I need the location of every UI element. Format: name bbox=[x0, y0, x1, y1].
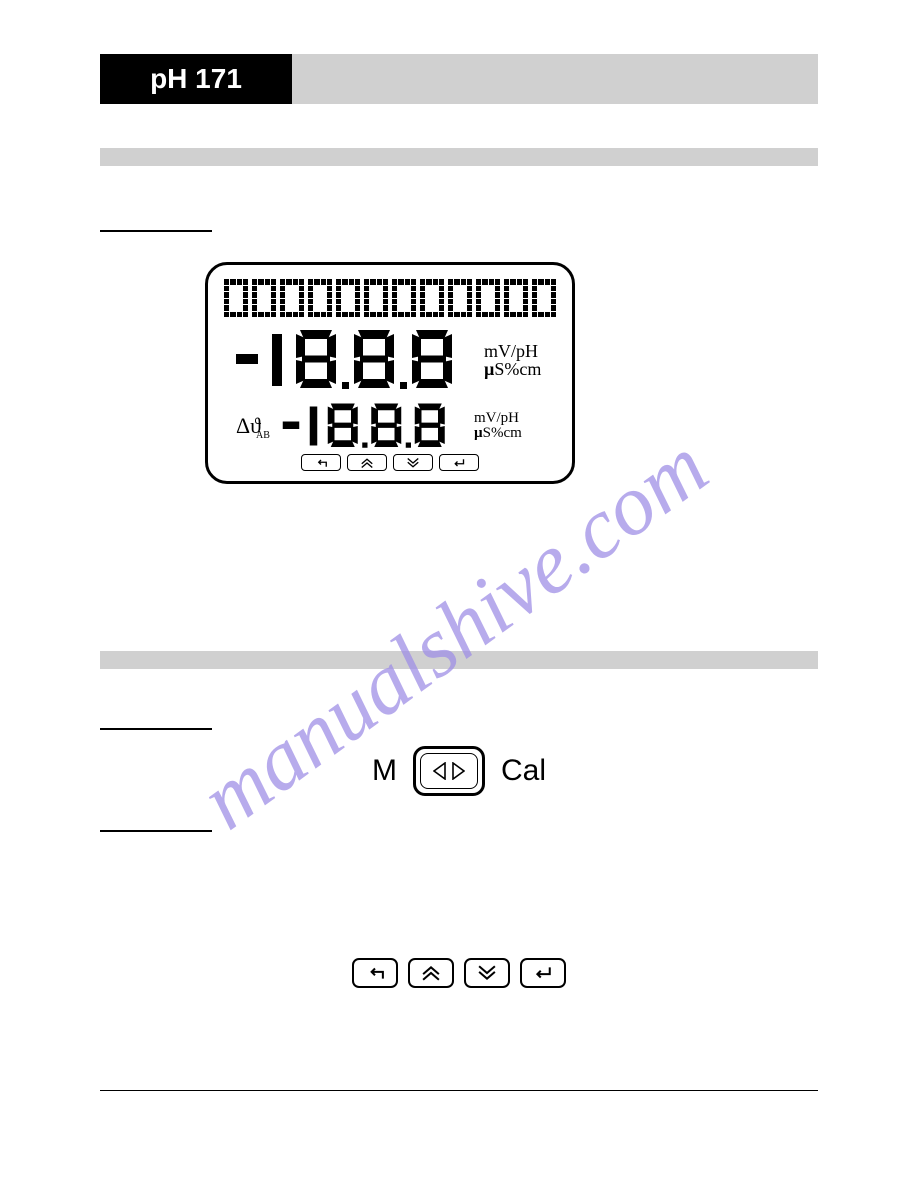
lcd-main-units: mV/pH µS%cm bbox=[484, 342, 541, 378]
section-bar-1 bbox=[100, 148, 818, 166]
lcd-softkey-enter bbox=[439, 454, 479, 471]
dot-matrix-char bbox=[420, 279, 444, 317]
back-arrow-icon bbox=[359, 964, 391, 982]
delta-theta-label: ΔϑAB bbox=[236, 413, 272, 439]
double-chevron-down-icon bbox=[471, 964, 503, 982]
lcd-dot-matrix-row bbox=[224, 279, 556, 317]
lcd-softkey-row bbox=[208, 454, 572, 471]
lcd-main-digits bbox=[236, 328, 466, 392]
soft-button-enter[interactable] bbox=[520, 958, 566, 988]
lcd-display: mV/pH µS%cm ΔϑAB mV/pH µS%cm bbox=[205, 262, 575, 484]
enter-arrow-icon bbox=[527, 964, 559, 982]
soft-button-up2[interactable] bbox=[408, 958, 454, 988]
dot-matrix-char bbox=[224, 279, 248, 317]
dot-matrix-char bbox=[280, 279, 304, 317]
watermark: manualshive.com bbox=[0, 0, 918, 1188]
dot-matrix-char bbox=[476, 279, 500, 317]
section-bar-2 bbox=[100, 651, 818, 669]
back-arrow-icon bbox=[307, 457, 335, 469]
underline-3 bbox=[100, 830, 212, 832]
dot-matrix-char bbox=[448, 279, 472, 317]
header-gray-bar bbox=[292, 54, 818, 104]
units-sec-line2: µS%cm bbox=[474, 426, 522, 441]
units-sec-line1: mV/pH bbox=[474, 411, 522, 426]
page: pH 171 mV/pH µS%cm ΔϑAB mV/pH µS%cm bbox=[0, 0, 918, 1188]
model-badge: pH 171 bbox=[100, 54, 292, 104]
m-label: M bbox=[372, 754, 397, 788]
footer-rule bbox=[100, 1090, 818, 1091]
underline-2 bbox=[100, 728, 212, 730]
enter-arrow-icon bbox=[445, 457, 473, 469]
units-line2: µS%cm bbox=[484, 360, 541, 378]
double-chevron-up-icon bbox=[415, 964, 447, 982]
lcd-secondary-row: ΔϑAB mV/pH µS%cm bbox=[236, 399, 558, 453]
bottom-button-row bbox=[0, 958, 918, 988]
underline-1 bbox=[100, 230, 212, 232]
rocker-inner bbox=[420, 753, 478, 789]
dot-matrix-char bbox=[364, 279, 388, 317]
rocker-button[interactable] bbox=[413, 746, 485, 796]
lcd-softkey-down2 bbox=[393, 454, 433, 471]
dot-matrix-char bbox=[336, 279, 360, 317]
units-line1: mV/pH bbox=[484, 342, 541, 360]
soft-button-down2[interactable] bbox=[464, 958, 510, 988]
dot-matrix-char bbox=[532, 279, 556, 317]
dot-matrix-char bbox=[308, 279, 332, 317]
double-chevron-down-icon bbox=[399, 457, 427, 469]
m-cal-rocker-group: M Cal bbox=[0, 746, 918, 796]
header: pH 171 bbox=[100, 54, 818, 104]
dot-matrix-char bbox=[252, 279, 276, 317]
dot-matrix-char bbox=[504, 279, 528, 317]
lcd-softkey-up2 bbox=[347, 454, 387, 471]
lcd-secondary-digits bbox=[278, 402, 460, 450]
double-chevron-up-icon bbox=[353, 457, 381, 469]
lcd-main-row: mV/pH µS%cm bbox=[236, 325, 558, 395]
cal-label: Cal bbox=[501, 754, 546, 788]
lcd-softkey-back bbox=[301, 454, 341, 471]
soft-button-back[interactable] bbox=[352, 958, 398, 988]
lcd-secondary-units: mV/pH µS%cm bbox=[474, 411, 522, 441]
dot-matrix-char bbox=[392, 279, 416, 317]
